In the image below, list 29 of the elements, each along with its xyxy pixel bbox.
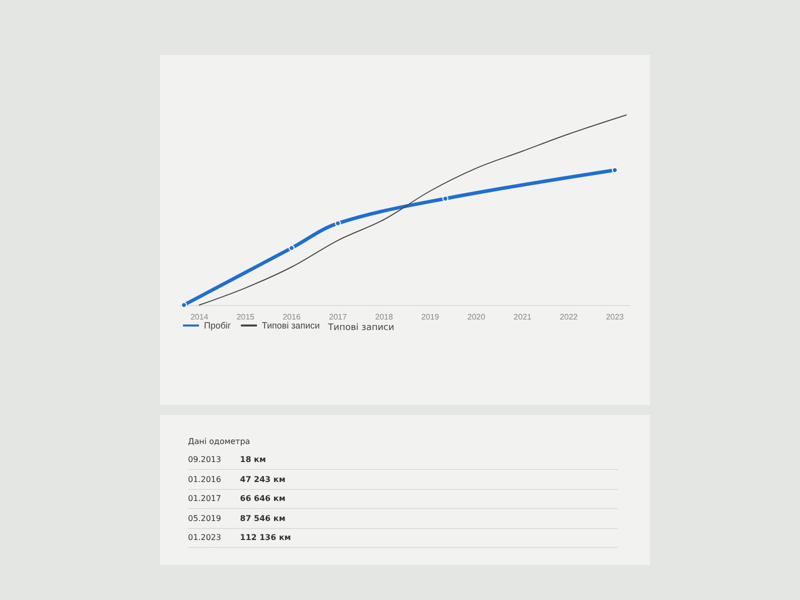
text: 01.2016: [188, 474, 222, 484]
text: 09.2013: [188, 455, 222, 464]
x-tick-label: 2022: [560, 312, 578, 322]
text: 47 243 км: [240, 474, 286, 484]
text: 18 км: [240, 455, 266, 464]
text: 05.2019: [188, 514, 222, 522]
point: [288, 245, 295, 251]
point: [442, 196, 448, 202]
text: 87 546 км: [240, 514, 286, 522]
point: [334, 220, 341, 226]
text: 01.2023: [188, 533, 222, 542]
x-tick-label: 2017: [328, 312, 348, 322]
x-tick-label: 2019: [421, 312, 440, 322]
text: 112 136 км: [240, 533, 291, 542]
x-tick-label: 2023: [606, 312, 624, 322]
x-tick-label: 2018: [375, 312, 394, 322]
x-tick-label: 2021: [514, 312, 532, 322]
text: Типові записи: [328, 323, 394, 333]
text: Дані одометра: [188, 437, 250, 446]
legend-label: Типові записи: [262, 320, 320, 330]
point: [612, 167, 618, 174]
text: 01.2017: [188, 494, 222, 503]
x-tick-label: 2020: [467, 312, 486, 322]
x-tick-label: 2016: [282, 312, 302, 322]
legend-label: Пробіг: [204, 320, 232, 330]
x-tick-label: 2015: [236, 312, 255, 322]
point: [180, 302, 187, 308]
text: 66 646 км: [240, 494, 286, 503]
x-tick-label: 2014: [190, 312, 209, 322]
